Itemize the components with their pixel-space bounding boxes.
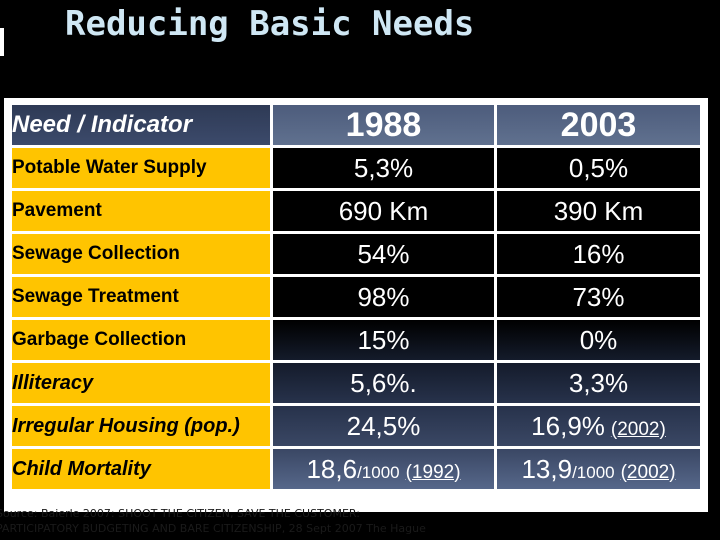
value-2003: 13,9 xyxy=(521,453,573,484)
slide-title: Reducing Basic Needs xyxy=(65,4,475,44)
value-1988: 690 Km xyxy=(338,195,429,226)
unit-2003: /1000 xyxy=(572,462,615,482)
value-2003: 16% xyxy=(572,238,625,269)
row-label: Potable Water Supply xyxy=(12,148,270,188)
header-row: Need / Indicator 1988 2003 xyxy=(12,105,700,145)
table-row: Potable Water Supply 5,3% 0,5% xyxy=(12,148,700,188)
header-year-2003: 2003 xyxy=(497,105,700,145)
cell-2003: 16,9% (2002) xyxy=(497,406,700,446)
row-label: Garbage Collection xyxy=(12,320,270,360)
value-2003: 0% xyxy=(579,324,618,355)
value-2003: 3,3% xyxy=(568,367,629,398)
cell-1988: 54% xyxy=(273,234,494,274)
cell-2003: 13,9/1000 (2002) xyxy=(497,449,700,489)
year-note-1988: (1992) xyxy=(405,461,461,483)
row-label: Sewage Collection xyxy=(12,234,270,274)
cell-1988: 15% xyxy=(273,320,494,360)
cell-1988: 18,6/1000 (1992) xyxy=(273,449,494,489)
row-label: Illiteracy xyxy=(12,363,270,403)
value-1988: 98% xyxy=(357,281,410,312)
cell-1988: 5,3% xyxy=(273,148,494,188)
table-row: Garbage Collection 15% 0% xyxy=(12,320,700,360)
table-row: Irregular Housing (pop.) 24,5% 16,9% (200… xyxy=(12,406,700,446)
year-note-2003: (2002) xyxy=(620,461,676,483)
value-2003: 390 Km xyxy=(553,195,644,226)
cell-1988: 5,6%. xyxy=(273,363,494,403)
cell-2003: 0,5% xyxy=(497,148,700,188)
header-need-indicator: Need / Indicator xyxy=(12,105,270,145)
source-line-1: Source: Baierle 2007: SHOOT THE CITIZEN,… xyxy=(0,507,360,520)
value-1988: 5,6%. xyxy=(350,367,417,398)
table-frame: Need / Indicator 1988 2003 Potable Water… xyxy=(4,98,708,512)
cell-1988: 98% xyxy=(273,277,494,317)
cell-2003: 16% xyxy=(497,234,700,274)
cell-2003: 3,3% xyxy=(497,363,700,403)
value-2003: 0,5% xyxy=(568,152,629,183)
cell-2003: 73% xyxy=(497,277,700,317)
table-row: Sewage Collection 54% 16% xyxy=(12,234,700,274)
basic-needs-table: Need / Indicator 1988 2003 Potable Water… xyxy=(9,102,703,492)
value-1988: 15% xyxy=(357,324,410,355)
value-1988: 24,5% xyxy=(346,410,421,441)
unit-1988: /1000 xyxy=(357,462,400,482)
header-year-1988: 1988 xyxy=(273,105,494,145)
cell-2003: 0% xyxy=(497,320,700,360)
title-accent-bar xyxy=(0,28,4,56)
row-label: Irregular Housing (pop.) xyxy=(12,406,270,446)
row-label: Child Mortality xyxy=(12,449,270,489)
year-note-2003: (2002) xyxy=(610,418,666,440)
cell-1988: 690 Km xyxy=(273,191,494,231)
row-label: Sewage Treatment xyxy=(12,277,270,317)
source-citation: Source: Baierle 2007: SHOOT THE CITIZEN,… xyxy=(0,506,696,536)
source-line-2: PARTICIPATORY BUDGETING AND BARE CITIZEN… xyxy=(0,522,426,535)
value-2003: 16,9% xyxy=(531,410,605,441)
table-row: Child Mortality 18,6/1000 (1992) 13,9/100… xyxy=(12,449,700,489)
table-row: Sewage Treatment 98% 73% xyxy=(12,277,700,317)
cell-2003: 390 Km xyxy=(497,191,700,231)
value-1988: 54% xyxy=(357,238,410,269)
cell-1988: 24,5% xyxy=(273,406,494,446)
value-1988: 5,3% xyxy=(353,152,414,183)
value-1988: 18,6 xyxy=(306,453,358,484)
table-row: Illiteracy 5,6%. 3,3% xyxy=(12,363,700,403)
value-2003: 73% xyxy=(572,281,625,312)
table-row: Pavement 690 Km 390 Km xyxy=(12,191,700,231)
row-label: Pavement xyxy=(12,191,270,231)
